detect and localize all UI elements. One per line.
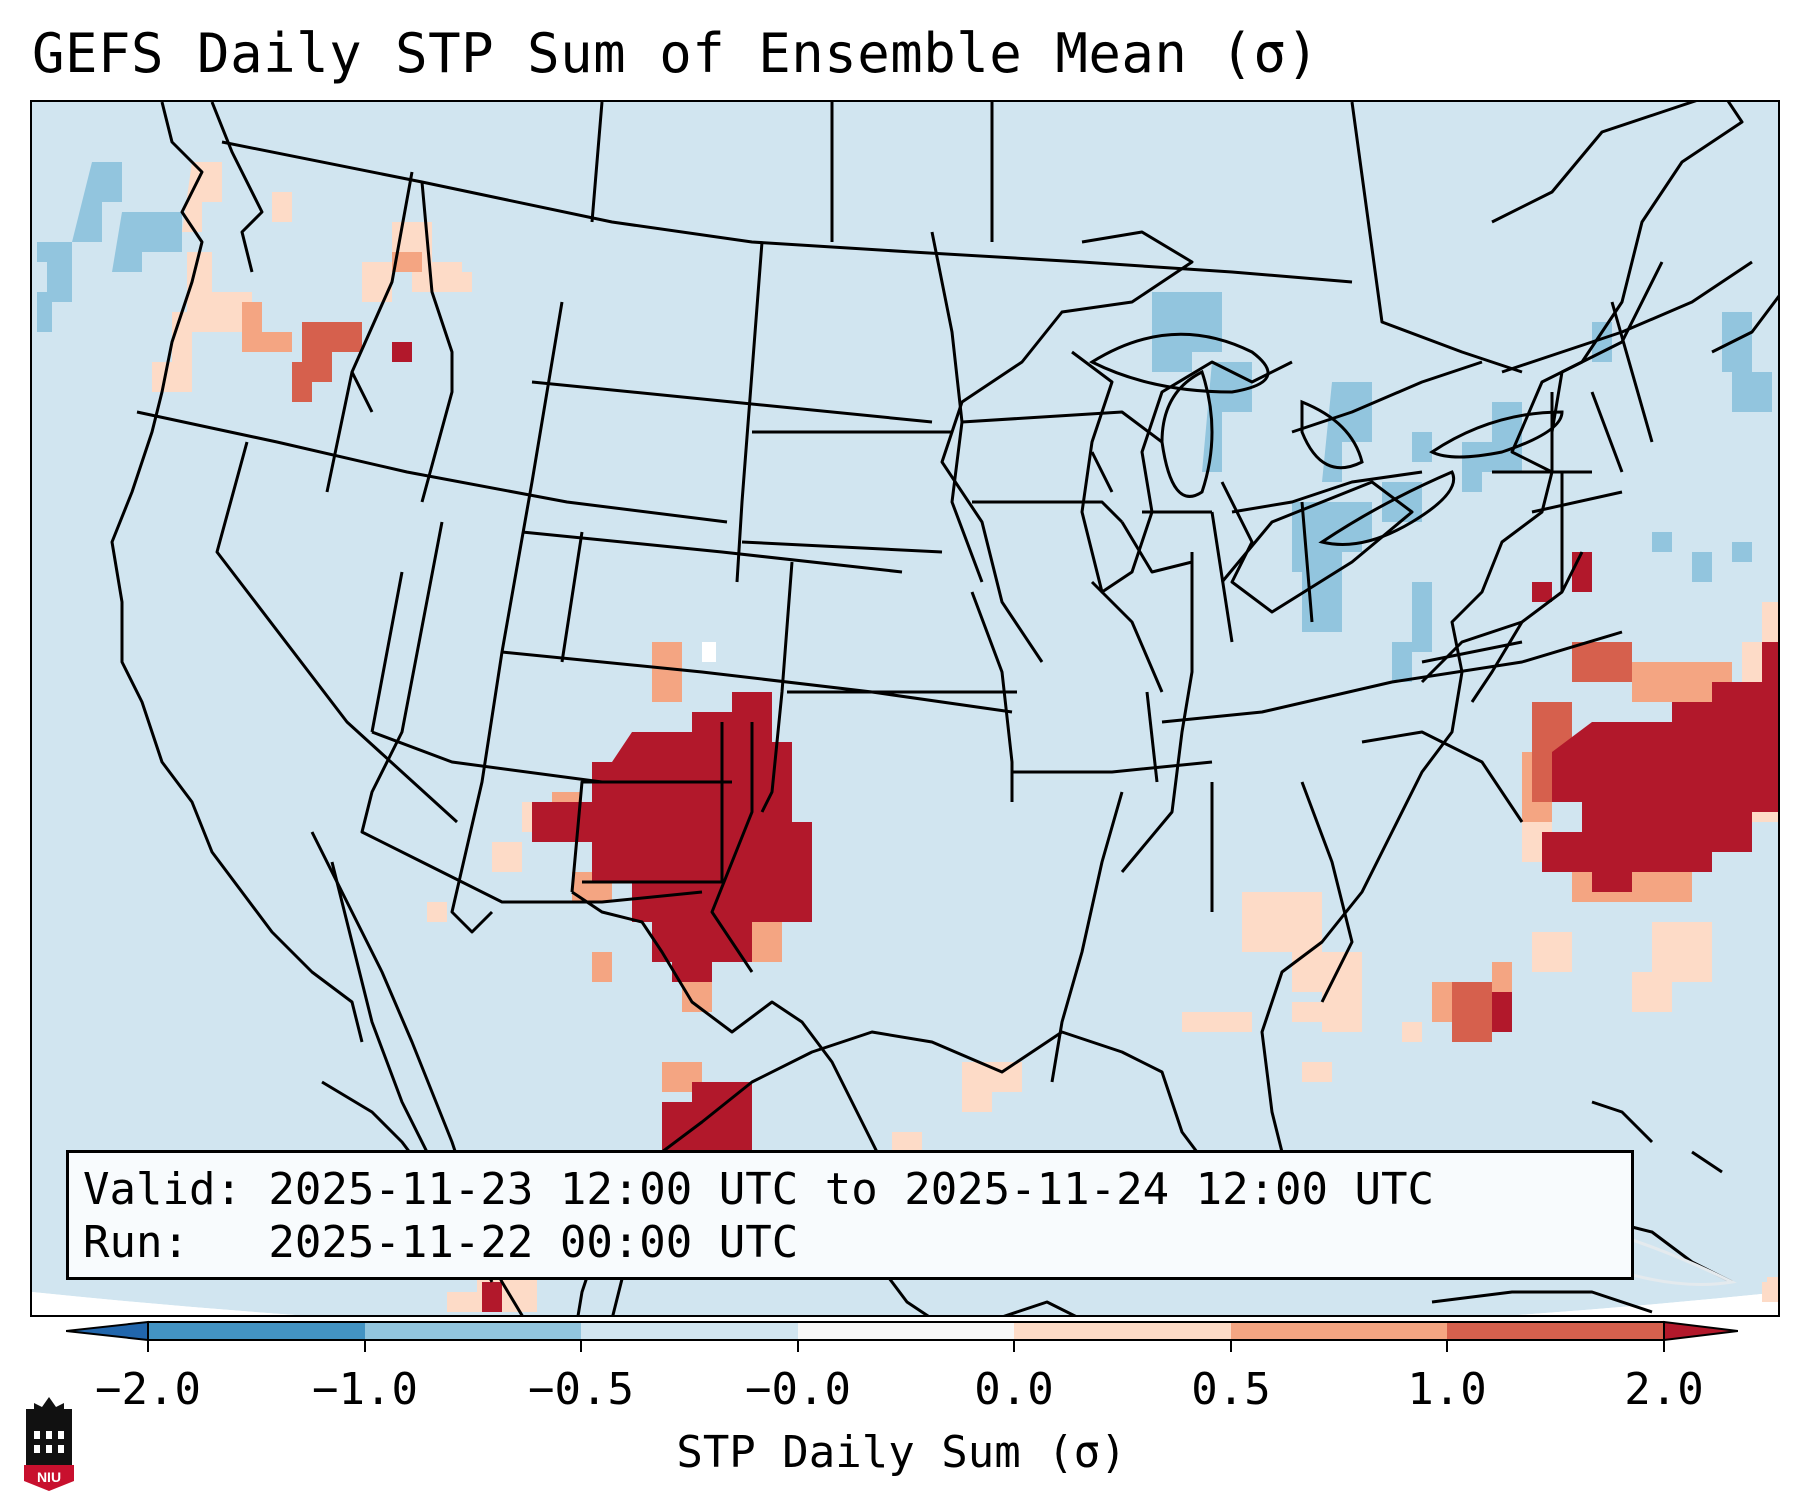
outside-domain bbox=[32, 1292, 1778, 1315]
map-canvas bbox=[32, 102, 1778, 1315]
colorbar-tick-label: −0.0 bbox=[745, 1364, 851, 1415]
colorbar bbox=[66, 1320, 1738, 1352]
colorbar-tick-label: −2.0 bbox=[95, 1364, 201, 1415]
great-lakes bbox=[1088, 332, 1564, 546]
niu-logo: NIU bbox=[24, 1397, 74, 1491]
valid-time-text: Valid: 2025-11-23 12:00 UTC to 2025-11-2… bbox=[83, 1164, 1435, 1215]
validity-info-box: Valid: 2025-11-23 12:00 UTC to 2025-11-2… bbox=[66, 1150, 1634, 1280]
colorbar-extend-low bbox=[66, 1320, 149, 1342]
colorbar-border bbox=[147, 1321, 1665, 1341]
run-time-text: Run: 2025-11-22 00:00 UTC bbox=[83, 1217, 799, 1268]
colorbar-tick-label: 0.0 bbox=[974, 1364, 1054, 1415]
state-boundaries bbox=[136, 102, 1778, 1083]
colorbar-segment-6 bbox=[1231, 1322, 1447, 1340]
missing-data-cell bbox=[702, 642, 716, 662]
colorbar-segment-2 bbox=[365, 1322, 581, 1340]
colorbar-tick-label: 0.5 bbox=[1191, 1364, 1271, 1415]
colorbar-segment-1 bbox=[148, 1322, 365, 1340]
colorbar-tick-label: 2.0 bbox=[1624, 1364, 1704, 1415]
logo-text: NIU bbox=[37, 1469, 61, 1485]
colorbar-extend-high bbox=[1663, 1320, 1738, 1342]
colorbar-segment-3 bbox=[581, 1322, 798, 1340]
colorbar-tick-label: −0.5 bbox=[528, 1364, 634, 1415]
chart-title: GEFS Daily STP Sum of Ensemble Mean (σ) bbox=[32, 22, 1320, 85]
colorbar-segment-4 bbox=[798, 1322, 1014, 1340]
colorbar-tick-label: −1.0 bbox=[312, 1364, 418, 1415]
colorbar-ticks bbox=[147, 1340, 1665, 1352]
colorbar-label: STP Daily Sum (σ) bbox=[676, 1427, 1127, 1478]
colorbar-tick-label: 1.0 bbox=[1407, 1364, 1487, 1415]
map-panel bbox=[30, 100, 1780, 1317]
colorbar-segment-5 bbox=[1014, 1322, 1231, 1340]
border-texas-mexico bbox=[571, 722, 943, 1214]
colorbar-segment-7 bbox=[1447, 1322, 1664, 1340]
negative-anomaly-patches bbox=[37, 162, 1772, 682]
